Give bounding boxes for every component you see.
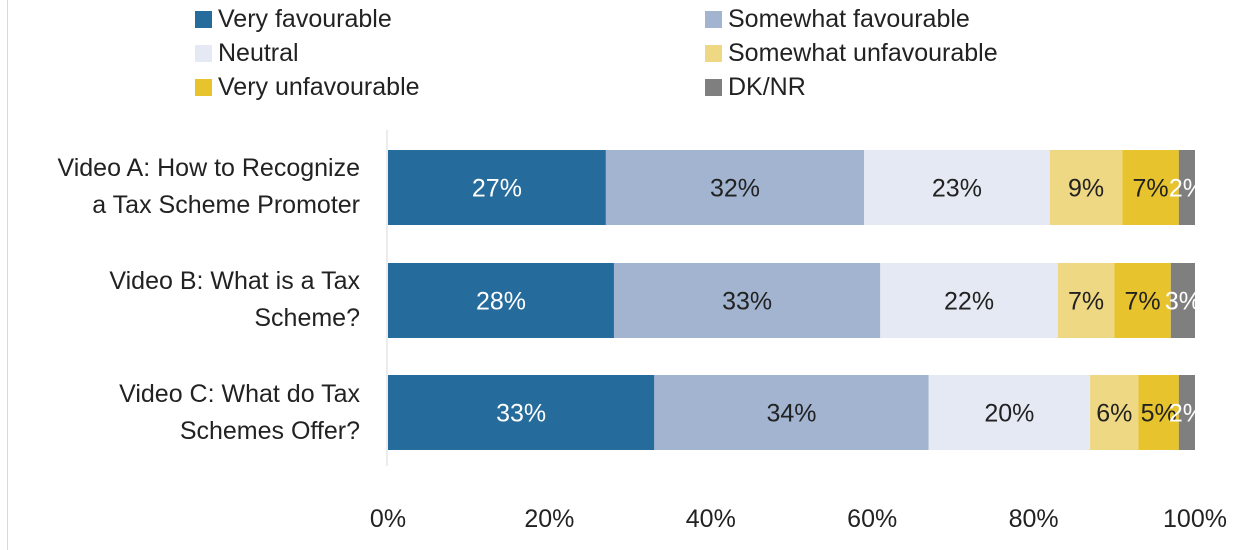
legend-label: Somewhat unfavourable <box>728 38 998 67</box>
x-tick-label: 80% <box>1009 505 1059 533</box>
x-tick-label: 60% <box>847 505 897 533</box>
bar-segment-dk-nr <box>1178 150 1195 225</box>
category-label-video-b: Video B: What is a Tax Scheme? <box>0 263 360 337</box>
data-label: 9% <box>1068 175 1104 203</box>
legend-swatch-dk-nr <box>705 78 722 96</box>
bar-segment-somewhat-unfavourable <box>1057 263 1115 338</box>
category-label-video-a: Video A: How to Recognize a Tax Scheme P… <box>0 150 360 224</box>
legend-label: Somewhat favourable <box>728 4 970 33</box>
bar-segment-neutral <box>880 263 1058 338</box>
legend-item-somewhat-favourable: Somewhat favourable <box>705 4 1095 34</box>
bar-segment-very-favourable <box>388 263 614 338</box>
category-label-line: Video A: How to Recognize <box>57 154 360 182</box>
data-label: 6% <box>1096 400 1132 428</box>
bar-segment-somewhat-unfavourable <box>1090 375 1139 450</box>
legend-label: Very favourable <box>218 4 392 33</box>
data-label: 7% <box>1133 175 1169 203</box>
legend-swatch-neutral <box>195 44 212 62</box>
data-label: 7% <box>1124 288 1160 316</box>
category-label-line: Scheme? <box>254 304 360 332</box>
legend-item-somewhat-unfavourable: Somewhat unfavourable <box>705 38 1095 68</box>
category-label-video-c: Video C: What do Tax Schemes Offer? <box>0 376 360 450</box>
x-tick-label: 0% <box>370 505 406 533</box>
data-label: 33% <box>722 288 772 316</box>
legend-item-dk-nr: DK/NR <box>705 72 1095 102</box>
category-label-line: a Tax Scheme Promoter <box>92 191 360 219</box>
bar-segment-very-favourable <box>388 375 655 450</box>
category-label-line: Video B: What is a Tax <box>109 267 360 295</box>
data-label: 32% <box>710 175 760 203</box>
data-label: 3% <box>1165 288 1201 316</box>
bar-segment-very-unfavourable <box>1122 150 1179 225</box>
legend-label: Very unfavourable <box>218 72 420 101</box>
legend-item-very-unfavourable: Very unfavourable <box>195 72 705 102</box>
x-tick-label: 100% <box>1163 505 1227 533</box>
legend-swatch-somewhat-favourable <box>705 10 722 28</box>
data-label: 23% <box>932 175 982 203</box>
bar-segment-neutral <box>928 375 1091 450</box>
bar-segment-somewhat-favourable <box>613 263 881 338</box>
data-label: 2% <box>1169 175 1205 203</box>
legend-item-neutral: Neutral <box>195 38 705 68</box>
data-label: 20% <box>984 400 1034 428</box>
data-label: 28% <box>476 288 526 316</box>
category-label-line: Schemes Offer? <box>179 417 360 445</box>
bar-segment-very-favourable <box>388 150 606 225</box>
data-label: 34% <box>766 400 816 428</box>
data-label: 22% <box>944 288 994 316</box>
category-label-line: Video C: What do Tax <box>119 380 360 408</box>
legend-swatch-very-favourable <box>195 10 212 28</box>
x-tick-label: 20% <box>524 505 574 533</box>
chart-legend: Very favourable Somewhat favourable Neut… <box>195 4 1095 102</box>
bar-segment-very-unfavourable <box>1114 263 1171 338</box>
data-label: 5% <box>1141 400 1177 428</box>
data-label: 33% <box>496 400 546 428</box>
legend-label: Neutral <box>218 38 299 67</box>
data-label: 27% <box>472 175 522 203</box>
legend-item-very-favourable: Very favourable <box>195 4 705 34</box>
bar-segment-somewhat-unfavourable <box>1049 150 1123 225</box>
bar-segment-somewhat-favourable <box>605 150 865 225</box>
bar-segment-dk-nr <box>1178 375 1195 450</box>
bar-segment-somewhat-favourable <box>654 375 929 450</box>
x-tick-label: 40% <box>686 505 736 533</box>
frame-border <box>7 0 8 550</box>
bar-segment-neutral <box>864 150 1050 225</box>
legend-swatch-very-unfavourable <box>195 78 212 96</box>
bar-segment-dk-nr <box>1170 263 1195 338</box>
data-label: 2% <box>1169 400 1205 428</box>
data-label: 7% <box>1068 288 1104 316</box>
legend-swatch-somewhat-unfavourable <box>705 44 722 62</box>
bar-segment-very-unfavourable <box>1138 375 1179 450</box>
legend-label: DK/NR <box>728 72 806 101</box>
